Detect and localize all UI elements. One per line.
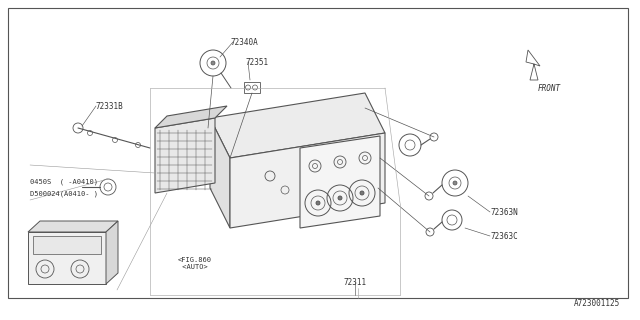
Text: 72363C: 72363C: [490, 232, 518, 241]
Text: 72331B: 72331B: [95, 102, 123, 111]
Text: 72363N: 72363N: [490, 208, 518, 217]
Circle shape: [316, 201, 320, 205]
Text: 0450S  ( -A0410): 0450S ( -A0410): [30, 178, 98, 185]
Text: FRONT: FRONT: [538, 84, 561, 93]
Text: 72351: 72351: [245, 58, 268, 67]
Polygon shape: [210, 118, 230, 228]
Text: <FIG.860
 <AUTO>: <FIG.860 <AUTO>: [178, 257, 212, 270]
Polygon shape: [300, 136, 380, 228]
Text: 72311: 72311: [344, 278, 367, 287]
Circle shape: [360, 191, 364, 195]
Polygon shape: [28, 221, 118, 232]
Polygon shape: [106, 221, 118, 284]
Text: 72340A: 72340A: [230, 38, 258, 47]
Text: D500024(A0410- ): D500024(A0410- ): [30, 190, 98, 196]
Circle shape: [211, 61, 215, 65]
Circle shape: [338, 196, 342, 200]
Polygon shape: [155, 106, 227, 128]
Bar: [244, 82, 260, 93]
Text: A723001125: A723001125: [573, 299, 620, 308]
Polygon shape: [155, 118, 215, 193]
Polygon shape: [210, 93, 385, 158]
Bar: [33, 236, 101, 254]
Polygon shape: [230, 133, 385, 228]
Circle shape: [453, 181, 457, 185]
Polygon shape: [28, 232, 106, 284]
